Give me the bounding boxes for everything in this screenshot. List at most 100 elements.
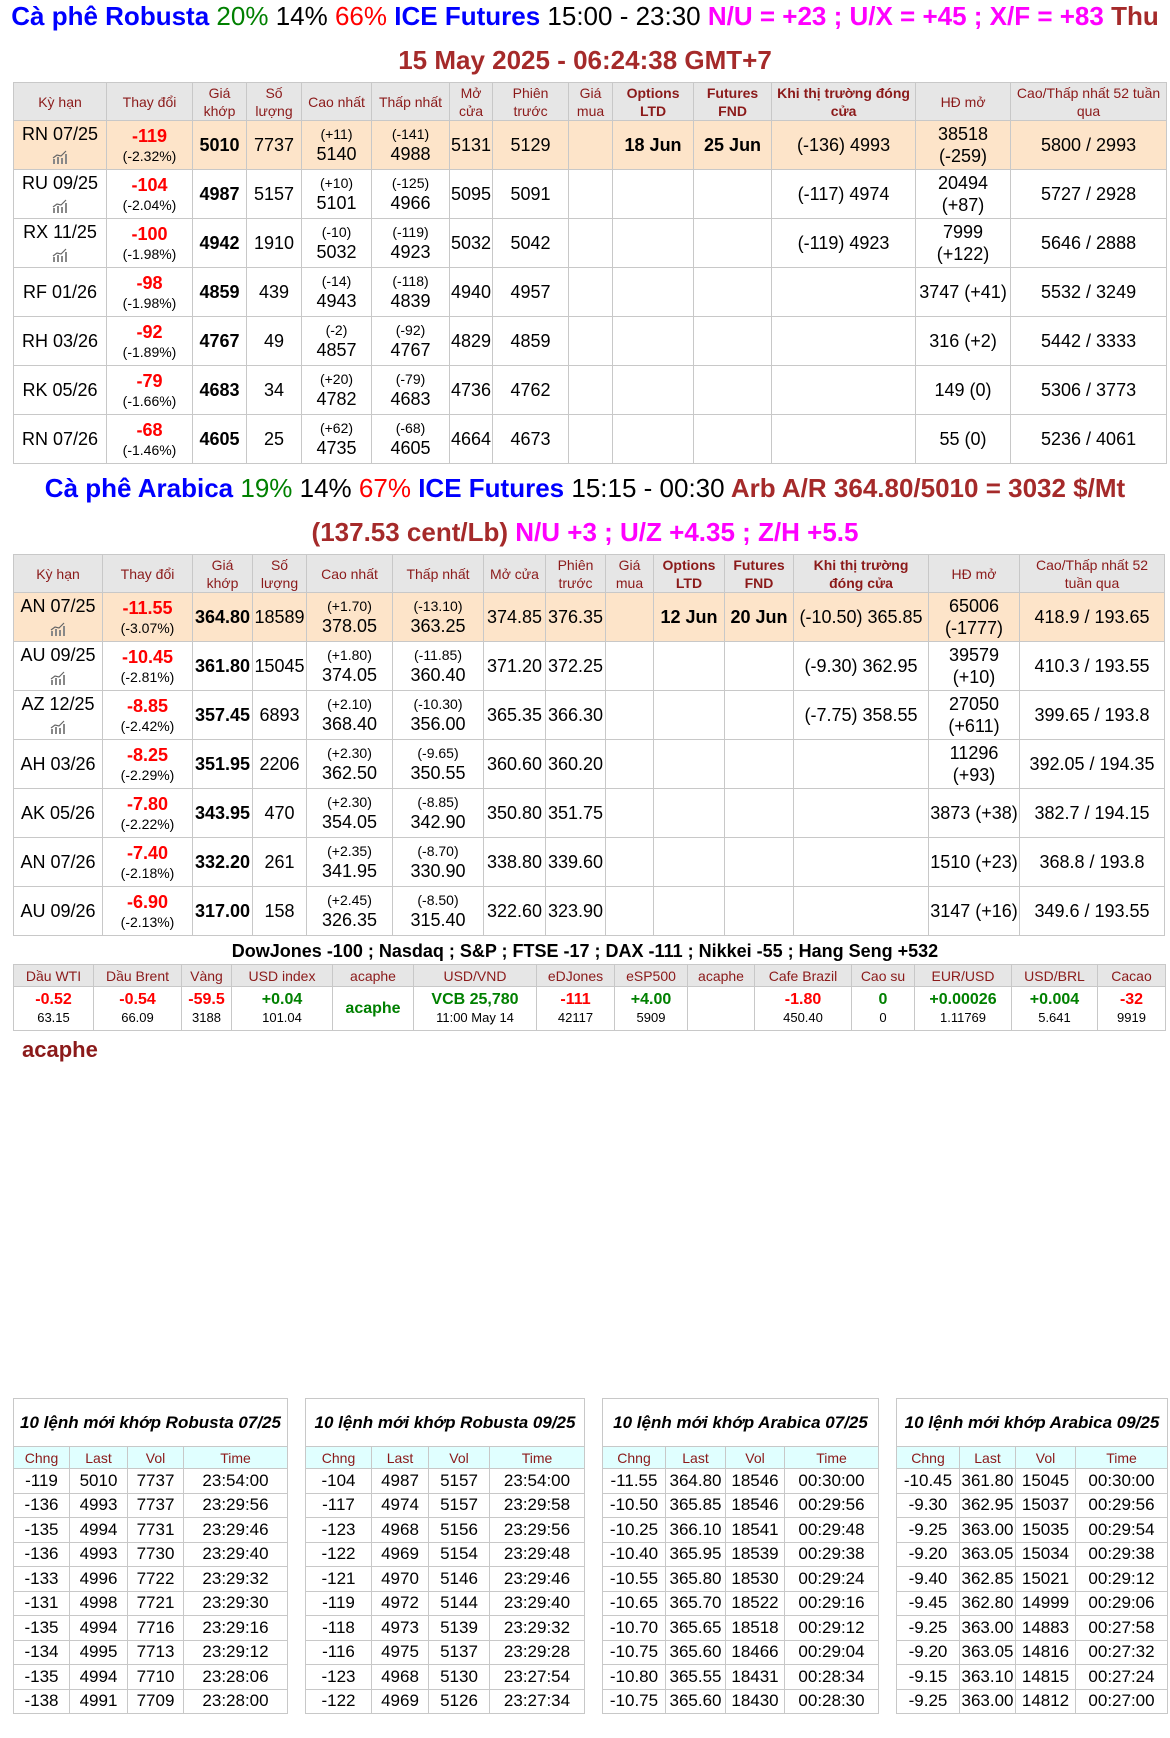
trades-table: 10 lệnh mới khớp Robusta 07/25 Chng Last Vo… bbox=[13, 1398, 288, 1714]
contract-term[interactable]: RF 01/26 bbox=[13, 267, 107, 317]
high-change: (+2.35) bbox=[327, 843, 372, 859]
trade-volume: 5156 bbox=[428, 1517, 490, 1543]
trade-time: 00:29:16 bbox=[784, 1590, 879, 1616]
contract-term[interactable]: RK 05/26 bbox=[13, 365, 107, 415]
trade-time: 00:29:12 bbox=[1075, 1566, 1168, 1592]
contract-term[interactable]: RX 11/25 bbox=[13, 218, 107, 268]
high-change: (+11) bbox=[320, 126, 353, 142]
market-cell[interactable]: +4.00 5909 bbox=[614, 986, 688, 1031]
arabica-exchange: ICE Futures bbox=[418, 473, 565, 503]
volume: 7737 bbox=[246, 120, 302, 170]
contract-term[interactable]: AZ 12/25 bbox=[13, 690, 103, 740]
trade-time: 23:29:56 bbox=[489, 1517, 585, 1543]
trade-row: -136 4993 7730 23:29:40 bbox=[13, 1541, 288, 1567]
market-cell[interactable]: -1.80 450.40 bbox=[754, 986, 852, 1031]
market-cell[interactable]: VCB 25,780 11:00 May 14 bbox=[413, 986, 537, 1031]
contract-term[interactable]: AN 07/26 bbox=[13, 837, 103, 887]
chart-icon[interactable] bbox=[52, 150, 68, 165]
contract-term[interactable]: RN 07/26 bbox=[13, 414, 107, 464]
brand-link[interactable]: acaphe bbox=[22, 1037, 98, 1062]
trade-change: -123 bbox=[305, 1517, 372, 1543]
table-row[interactable]: AZ 12/25 -8.85 (-2.42%) 357.45 6893 (+2.10) 36… bbox=[13, 690, 1165, 740]
chart-icon[interactable] bbox=[50, 671, 66, 686]
change-value: -79 bbox=[136, 371, 163, 391]
trade-volume: 5126 bbox=[428, 1688, 490, 1714]
table-row[interactable]: AU 09/26 -6.90 (-2.13%) 317.00 158 (+2.45) 326… bbox=[13, 886, 1165, 936]
range-52-weeks: 399.65 / 193.8 bbox=[1019, 690, 1165, 740]
trade-last: 366.10 bbox=[665, 1517, 726, 1543]
futures-fnd bbox=[724, 641, 794, 691]
trade-last: 4994 bbox=[69, 1517, 128, 1543]
high-cell: (+1.70) 378.05 bbox=[306, 592, 393, 642]
trade-time: 00:27:00 bbox=[1075, 1688, 1168, 1714]
volume: 1910 bbox=[246, 218, 302, 268]
contract-term[interactable]: AH 03/26 bbox=[13, 739, 103, 789]
trade-volume: 7716 bbox=[127, 1615, 184, 1641]
table-row[interactable]: AN 07/26 -7.40 (-2.18%) 332.20 261 (+2.35) 341… bbox=[13, 837, 1165, 887]
contract-term[interactable]: RH 03/26 bbox=[13, 316, 107, 366]
table-row[interactable]: AU 09/25 -10.45 (-2.81%) 361.80 15045 (+1.80)… bbox=[13, 641, 1165, 691]
contract-term[interactable]: AU 09/26 bbox=[13, 886, 103, 936]
column-header: Thấp nhất bbox=[371, 82, 450, 121]
term-label: RN 07/26 bbox=[21, 429, 99, 449]
contract-term[interactable]: RN 07/25 bbox=[13, 120, 107, 170]
market-cell[interactable]: -0.54 66.09 bbox=[93, 986, 182, 1031]
market-cell[interactable]: acaphe bbox=[332, 986, 414, 1031]
term-label: AN 07/26 bbox=[20, 852, 96, 872]
trade-row: -135 4994 7716 23:29:16 bbox=[13, 1615, 288, 1641]
chart-icon[interactable] bbox=[50, 622, 66, 637]
table-row[interactable]: RU 09/25 -104 (-2.04%) 4987 5157 (+10) 5101 (-1… bbox=[13, 169, 1168, 219]
trade-row: -9.25 363.00 15035 00:29:54 bbox=[896, 1517, 1168, 1543]
change-percent: (-1.46%) bbox=[122, 442, 177, 458]
market-cell[interactable]: +0.004 5.641 bbox=[1011, 986, 1098, 1031]
trades-table: 10 lệnh mới khớp Robusta 09/25 Chng Last Vo… bbox=[305, 1398, 585, 1714]
trade-last: 4975 bbox=[371, 1639, 429, 1665]
contract-term[interactable]: AU 09/25 bbox=[13, 641, 103, 691]
trade-time: 23:29:12 bbox=[183, 1639, 288, 1665]
table-row[interactable]: AK 05/26 -7.80 (-2.22%) 343.95 470 (+2.30) 354… bbox=[13, 788, 1165, 838]
last-price: 357.45 bbox=[192, 690, 253, 740]
volume: 158 bbox=[252, 886, 307, 936]
table-row[interactable]: AN 07/25 -11.55 (-3.07%) 364.80 18589 (+1.70)… bbox=[13, 592, 1165, 642]
trade-row: -133 4996 7722 23:29:32 bbox=[13, 1566, 288, 1592]
table-row[interactable]: RN 07/26 -68 (-1.46%) 4605 25 (+62) 4735 (-68) 4… bbox=[13, 414, 1168, 464]
table-row[interactable]: RH 03/26 -92 (-1.89%) 4767 49 (-2) 4857 (-92) 47… bbox=[13, 316, 1168, 366]
table-row[interactable]: RK 05/26 -79 (-1.66%) 4683 34 (+20) 4782 (-79) 4… bbox=[13, 365, 1168, 415]
recent-trades: 10 lệnh mới khớp Robusta 07/25 Chng Last Vo… bbox=[13, 1398, 1170, 1714]
market-cell[interactable] bbox=[687, 986, 755, 1031]
market-cell[interactable]: +0.00026 1.11769 bbox=[914, 986, 1012, 1031]
market-cell[interactable]: -59.5 3188 bbox=[181, 986, 232, 1031]
options-ltd bbox=[612, 316, 695, 366]
high-cell: (+20) 4782 bbox=[301, 365, 372, 415]
contract-term[interactable]: RU 09/25 bbox=[13, 169, 107, 219]
market-cell[interactable]: -32 9919 bbox=[1097, 986, 1166, 1031]
trade-volume: 15034 bbox=[1015, 1541, 1076, 1567]
table-row[interactable]: RX 11/25 -100 (-1.98%) 4942 1910 (-10) 5032 (-1… bbox=[13, 218, 1168, 268]
low-value: 330.90 bbox=[410, 861, 466, 881]
trade-last: 365.85 bbox=[665, 1492, 726, 1518]
trade-time: 00:29:48 bbox=[784, 1517, 879, 1543]
market-price: 0 bbox=[879, 1009, 887, 1025]
contract-term[interactable]: AK 05/26 bbox=[13, 788, 103, 838]
table-row[interactable]: AH 03/26 -8.25 (-2.29%) 351.95 2206 (+2.30) 36… bbox=[13, 739, 1165, 789]
low-change: (-8.50) bbox=[417, 892, 459, 908]
market-cell[interactable]: -0.52 63.15 bbox=[13, 986, 94, 1031]
chart-icon[interactable] bbox=[50, 720, 66, 735]
chart-icon[interactable] bbox=[52, 248, 68, 263]
market-cell[interactable]: -111 42117 bbox=[536, 986, 615, 1031]
market-cell[interactable]: +0.04 101.04 bbox=[231, 986, 333, 1031]
table-row[interactable]: RF 01/26 -98 (-1.98%) 4859 439 (-14) 4943 (-118… bbox=[13, 267, 1168, 317]
contract-term[interactable]: AN 07/25 bbox=[13, 592, 103, 642]
change-value: -92 bbox=[136, 322, 163, 342]
trade-change: -119 bbox=[13, 1468, 70, 1494]
open-interest: 3747 (+41) bbox=[915, 267, 1012, 317]
trade-row: -104 4987 5157 23:54:00 bbox=[305, 1468, 585, 1494]
low-value: 4923 bbox=[390, 242, 431, 262]
table-row[interactable]: RN 07/25 -119 (-2.32%) 5010 7737 (+11) 5140 (-1… bbox=[13, 120, 1168, 170]
open-interest: 20494 (+87) bbox=[915, 169, 1012, 219]
high-cell: (+62) 4735 bbox=[301, 414, 372, 464]
chart-icon[interactable] bbox=[52, 199, 68, 214]
trade-row: -10.45 361.80 15045 00:30:00 bbox=[896, 1468, 1168, 1494]
market-change: VCB 25,780 bbox=[431, 990, 519, 1008]
